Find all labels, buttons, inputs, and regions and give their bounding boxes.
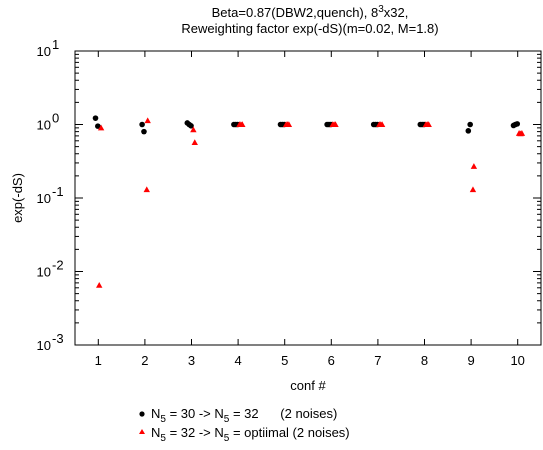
x-tick-label: 2 [141,353,148,368]
data-point-series-1 [95,123,101,129]
data-point-series-1 [141,128,147,135]
plot-frame [74,50,542,346]
data-point-series-2 [470,163,478,169]
legend-label-series-2: N5 = 32 -> N5 = optiimal (2 noises) [151,425,350,444]
x-tick-label: 4 [234,353,241,368]
data-point-series-2 [143,186,150,193]
data-point-series-1 [467,121,473,128]
x-axis-label: conf # [290,378,326,393]
data-point-series-1 [139,121,145,128]
x-tick-label: 6 [328,353,335,368]
y-tick-label: 10 [37,118,51,133]
y-tick-exponent: -2 [52,258,64,273]
data-point-series-2 [285,121,293,128]
y-tick-exponent: 0 [52,111,59,126]
data-point-series-2 [332,121,339,128]
chart-title-line1: Beta=0.87(DBW2,quench), 83x32, [212,4,409,20]
y-tick-exponent: 1 [52,37,59,52]
y-tick-label: 10 [37,191,51,206]
data-point-series-2 [425,121,432,128]
x-tick-label: 8 [421,353,428,368]
data-point-series-2 [144,117,151,124]
legend-marker-circle [139,411,145,417]
data-point-series-1 [514,121,521,127]
data-point-series-2 [96,282,103,288]
y-tick-exponent: -1 [52,184,64,199]
data-point-series-1 [92,115,99,121]
x-tick-label: 7 [374,353,381,368]
data-point-series-1 [188,123,194,129]
data-point-series-2 [191,139,198,146]
x-tick-label: 10 [510,353,524,368]
data-point-series-2 [378,121,386,128]
data-point-series-2 [239,121,246,128]
y-tick-label: 10 [37,265,51,280]
y-axis-label: exp(-dS) [10,173,25,223]
y-tick-label: 10 [37,44,51,59]
x-tick-label: 9 [467,353,474,368]
x-tick-label: 3 [188,353,195,368]
legend-label-series-1: N5 = 30 -> N5 = 32 (2 noises) [151,406,337,425]
data-point-series-2 [469,186,477,193]
legend: N5 = 30 -> N5 = 32 (2 noises) N5 = 32 ->… [139,406,350,444]
y-tick-exponent: -3 [52,331,64,346]
data-points [92,115,526,288]
data-point-series-2 [190,126,197,133]
y-tick-label: 10 [37,338,51,353]
x-tick-label: 5 [281,353,288,368]
legend-marker-triangle [139,429,145,434]
data-point-series-2 [518,130,526,136]
data-point-series-2 [97,124,105,131]
data-point-series-1 [465,128,472,134]
x-tick-label: 1 [95,353,102,368]
chart-title-line2: Reweighting factor exp(-dS)(m=0.02, M=1.… [181,21,438,36]
